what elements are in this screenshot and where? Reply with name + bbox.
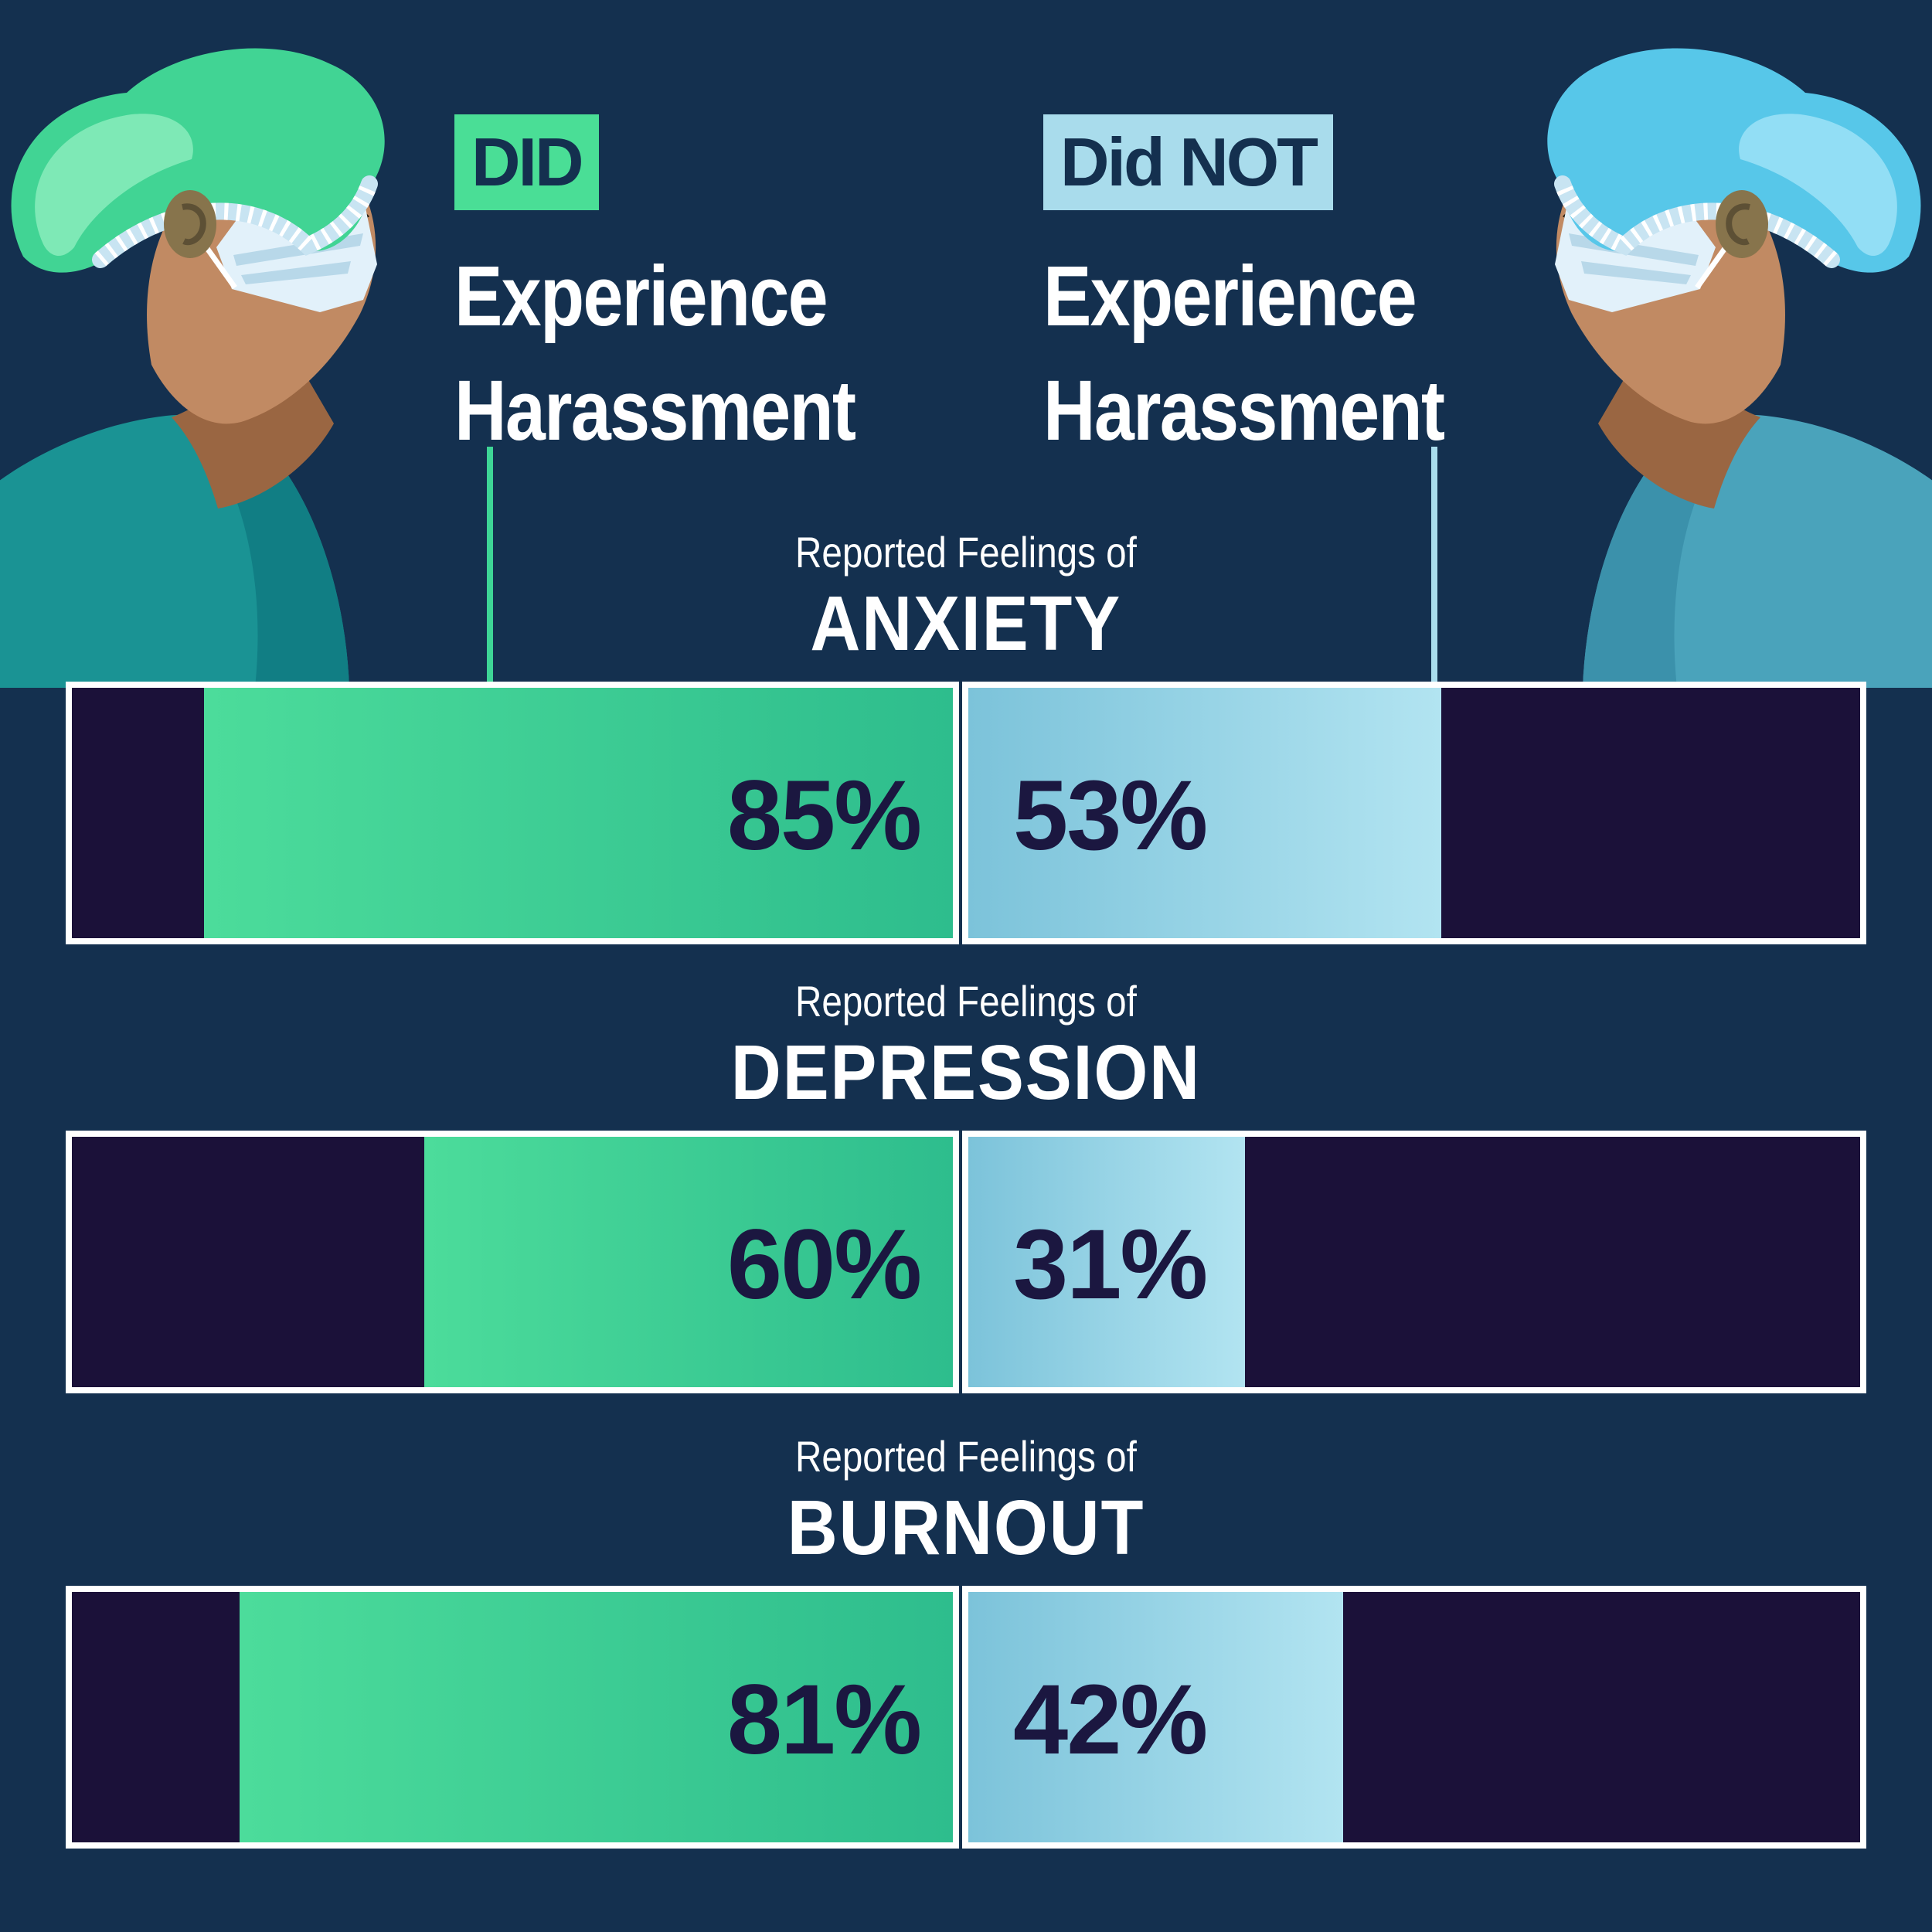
burnout-did-track: 81% xyxy=(66,1586,959,1849)
burnout-did-not-bar: 42% xyxy=(968,1592,1343,1842)
anxiety-did-bar: 85% xyxy=(204,688,953,938)
burnout-did-bar: 81% xyxy=(239,1592,953,1842)
anxiety-title: ANXIETY xyxy=(810,580,1122,667)
burnout-did-not-value: 42% xyxy=(1013,1664,1208,1775)
burnout-eyebrow: Reported Feelings of xyxy=(795,1432,1137,1481)
anxiety-did-not-remainder xyxy=(1440,688,1860,938)
did-chip: DID xyxy=(454,114,599,210)
burnout-bars-row: 81% 42% xyxy=(66,1586,1866,1849)
did-not-connector-line xyxy=(1431,447,1437,683)
depression-did-value: 60% xyxy=(726,1209,922,1320)
depression-eyebrow: Reported Feelings of xyxy=(795,977,1137,1026)
burnout-did-not-track: 42% xyxy=(962,1586,1866,1849)
did-connector-line xyxy=(487,447,493,683)
depression-bars-row: 60% 31% xyxy=(66,1131,1866,1393)
anxiety-did-not-value: 53% xyxy=(1013,760,1208,871)
burnout-title: BURNOUT xyxy=(787,1485,1145,1571)
burnout-did-value: 81% xyxy=(726,1664,922,1775)
did-not-line-experience: Experience xyxy=(1043,249,1417,344)
nurse-blue-cap-illustration xyxy=(1547,48,1932,688)
anxiety-did-value: 85% xyxy=(726,760,922,871)
depression-did-not-track: 31% xyxy=(962,1131,1866,1393)
section-anxiety: Reported Feelings of ANXIETY 85% 53% xyxy=(0,527,1932,944)
depression-did-not-value: 31% xyxy=(1013,1209,1208,1320)
nurse-green-cap-illustration xyxy=(0,48,385,688)
section-depression: Reported Feelings of DEPRESSION 60% 31% xyxy=(0,976,1932,1393)
depression-did-bar: 60% xyxy=(424,1137,953,1387)
anxiety-bars-row: 85% 53% xyxy=(66,682,1866,944)
depression-did-remainder xyxy=(72,1137,424,1387)
anxiety-did-not-track: 53% xyxy=(962,682,1866,944)
legend-did-not: Did NOT Experience Harassment xyxy=(1043,114,1515,468)
anxiety-did-remainder xyxy=(72,688,204,938)
depression-did-not-remainder xyxy=(1244,1137,1860,1387)
did-line-experience: Experience xyxy=(454,249,828,344)
depression-did-not-bar: 31% xyxy=(968,1137,1245,1387)
burnout-did-remainder xyxy=(72,1592,240,1842)
anxiety-did-track: 85% xyxy=(66,682,959,944)
legend-did: DID Experience Harassment xyxy=(454,114,926,468)
depression-title: DEPRESSION xyxy=(730,1029,1202,1116)
anxiety-did-not-bar: 53% xyxy=(968,688,1441,938)
did-not-line-harassment: Harassment xyxy=(1043,363,1445,458)
did-line-harassment: Harassment xyxy=(454,363,856,458)
anxiety-eyebrow: Reported Feelings of xyxy=(795,528,1137,577)
burnout-did-not-remainder xyxy=(1342,1592,1860,1842)
did-not-chip: Did NOT xyxy=(1043,114,1333,210)
depression-did-track: 60% xyxy=(66,1131,959,1393)
section-burnout: Reported Feelings of BURNOUT 81% 42% xyxy=(0,1431,1932,1849)
